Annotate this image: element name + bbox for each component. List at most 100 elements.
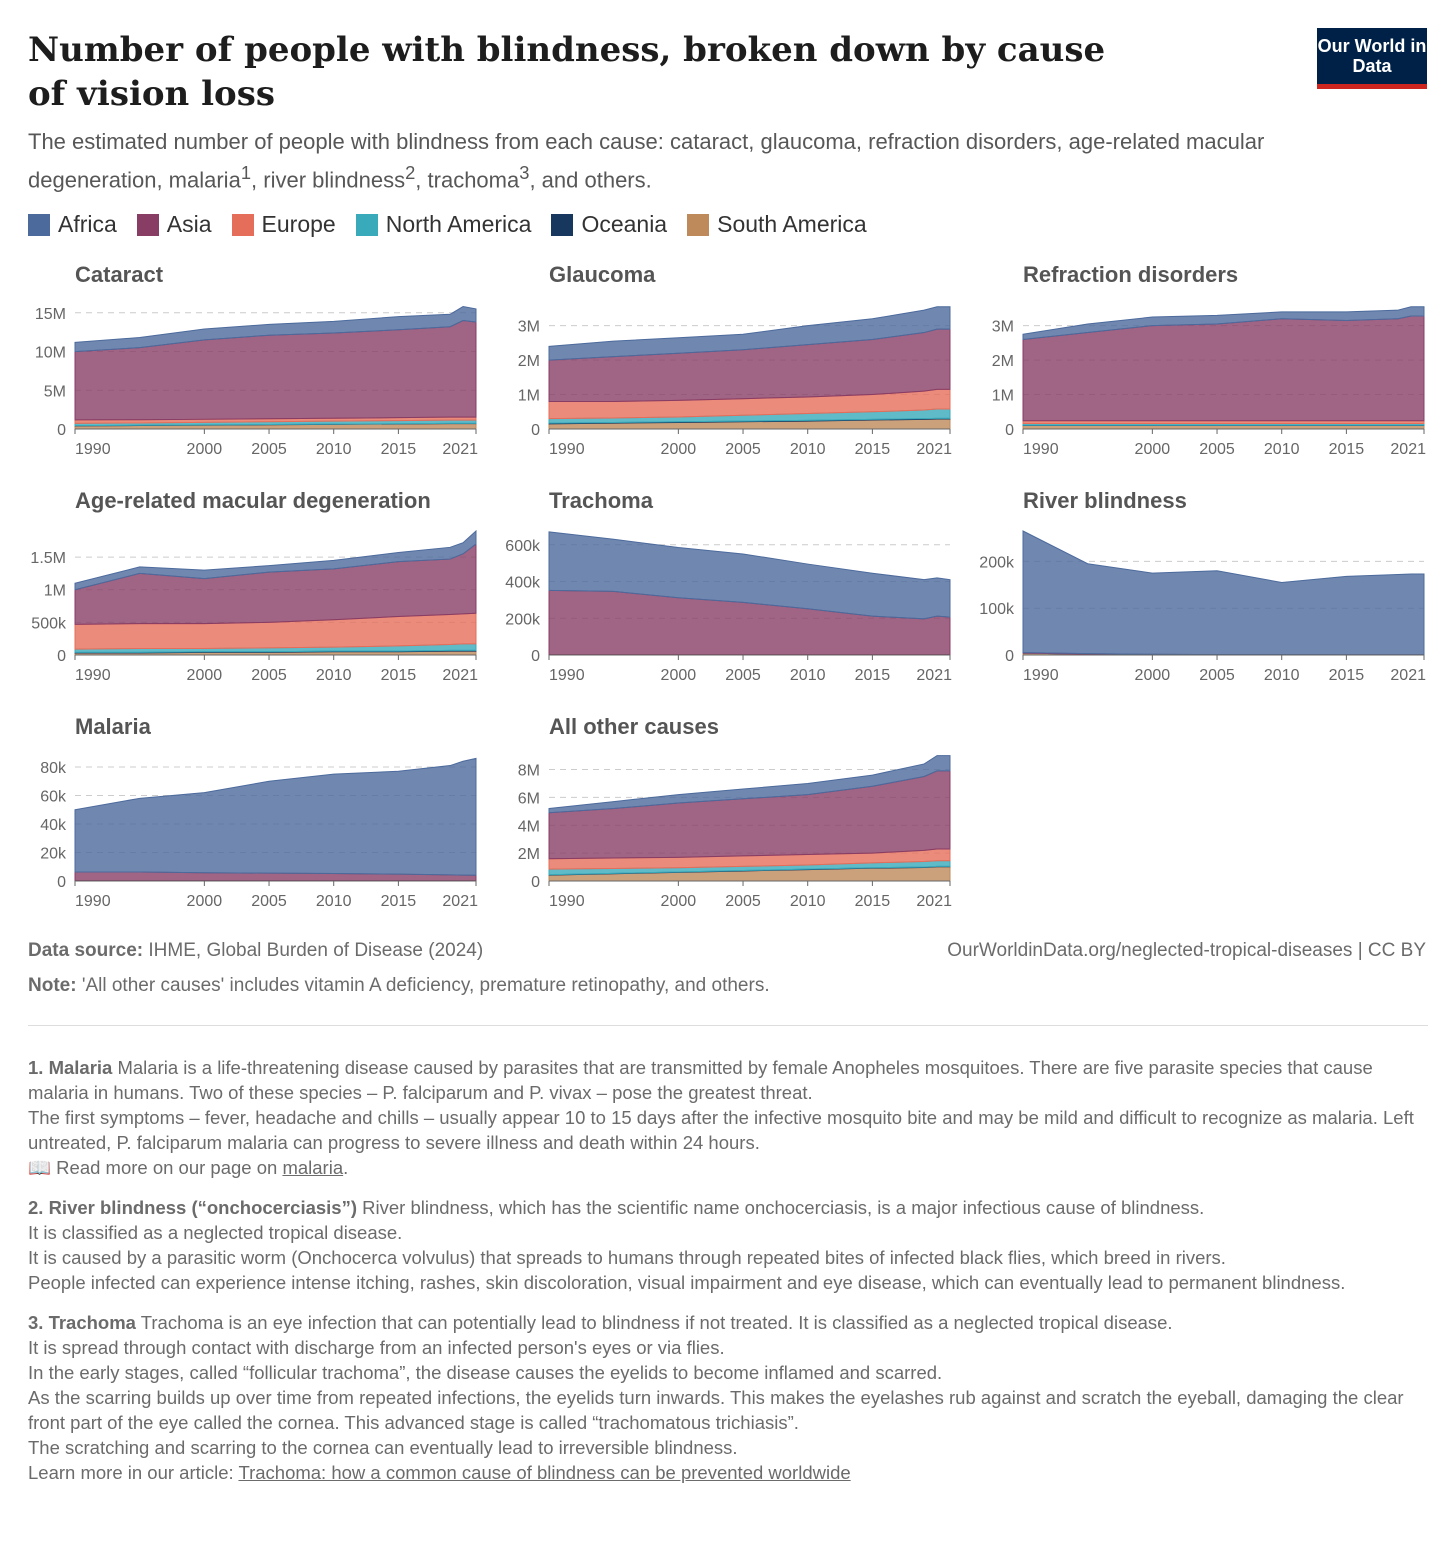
footnote-line: The scratching and scarring to the corne…: [28, 1435, 1428, 1460]
y-tick-label: 6M: [518, 790, 540, 807]
x-tick-label: 2000: [661, 893, 697, 910]
legend-label: Asia: [166, 211, 212, 237]
area-africa[interactable]: [548, 306, 951, 361]
note-text: 'All other causes' includes vitamin A de…: [81, 975, 770, 996]
x-tick-label: 2005: [725, 441, 761, 458]
area-africa[interactable]: [548, 755, 951, 814]
footnote-ref[interactable]: 1: [240, 162, 252, 183]
legend-item[interactable]: Asia: [136, 211, 212, 238]
footnote-line: The first symptoms – fever, headache and…: [28, 1105, 1428, 1155]
x-tick-label: 2010: [1264, 441, 1300, 458]
footnote-line: People infected can experience intense i…: [28, 1270, 1428, 1295]
y-tick-label: 5M: [44, 383, 66, 400]
x-tick-label: 2015: [381, 667, 417, 684]
x-tick-label: 2021: [1390, 441, 1426, 458]
y-tick-label: 2M: [518, 353, 540, 370]
legend-label: Europe: [261, 211, 336, 237]
area-africa[interactable]: [1022, 306, 1425, 341]
footnote-ref[interactable]: 2: [405, 162, 416, 183]
area-africa[interactable]: [74, 306, 477, 353]
x-tick-label: 2015: [855, 893, 891, 910]
x-tick-label: 2005: [1199, 667, 1235, 684]
footnote-link[interactable]: malaria: [282, 1157, 344, 1178]
y-tick-label: 20k: [40, 845, 67, 862]
data-source: Data source: IHME, Global Burden of Dise…: [28, 940, 483, 962]
divider: [28, 1025, 1428, 1026]
footnote-link[interactable]: Trachoma: how a common cause of blindnes…: [238, 1462, 851, 1483]
area-chart: 0 1M 2M 3M 1990 2000 2005 2010 2015 2021: [992, 306, 1426, 458]
y-tick-label: 600k: [505, 538, 541, 555]
legend-label: Africa: [58, 211, 117, 237]
area-chart: 0 200k 400k 600k 1990 2000 2005 2010 2015 2021: [505, 531, 952, 684]
x-tick-label: 2021: [916, 893, 952, 910]
link-prefix: 📖 Read more on our page on: [28, 1157, 283, 1178]
x-tick-label: 2000: [1135, 667, 1171, 684]
chart-panel: Malaria 0 20k 40k 60k 80k 1990 2000 2005 2010 2015…: [20, 714, 490, 914]
panel-title: All other causes: [549, 714, 719, 739]
link-prefix: Learn more in our article:: [28, 1462, 239, 1483]
panel-title: Cataract: [75, 262, 164, 287]
chart-panel: Refraction disorders 0 1M 2M 3M 1990 2000 2005 2…: [968, 262, 1438, 462]
y-tick-label: 4M: [518, 818, 540, 835]
owid-logo[interactable]: Our World in Data: [1317, 28, 1427, 89]
footnote-text: The first symptoms – fever, headache and…: [28, 1107, 1414, 1153]
x-tick-label: 2000: [187, 667, 223, 684]
y-tick-label: 200k: [505, 611, 541, 628]
legend-label: South America: [717, 211, 867, 237]
panel-title: Glaucoma: [549, 262, 656, 287]
subtitle-text: The estimated number of people with blin…: [28, 129, 1265, 193]
x-tick-label: 1990: [75, 441, 111, 458]
legend-item[interactable]: North America: [355, 211, 532, 238]
x-tick-label: 2021: [442, 441, 478, 458]
area-chart: 0 20k 40k 60k 80k 1990 2000 2005 2010 2015 2021: [40, 757, 478, 910]
y-tick-label: 500k: [31, 615, 67, 632]
area-africa[interactable]: [74, 757, 477, 876]
legend-item[interactable]: Africa: [28, 211, 117, 238]
x-tick-label: 2015: [381, 893, 417, 910]
source-url[interactable]: OurWorldinData.org/neglected-tropical-di…: [947, 940, 1426, 961]
footnotes: 1. Malaria Malaria is a life-threatening…: [28, 1055, 1428, 1500]
footnote-text: It is caused by a parasitic worm (Onchoc…: [28, 1247, 1226, 1268]
legend-label: North America: [385, 211, 532, 237]
legend-swatch: [687, 213, 710, 236]
x-tick-label: 1990: [549, 893, 585, 910]
area-chart: 0 100k 200k 1990 2000 2005 2010 2015 2021: [979, 530, 1426, 684]
y-tick-label: 0: [531, 422, 540, 439]
y-tick-label: 400k: [505, 575, 541, 592]
footnote-link-line: 📖 Read more on our page on malaria.: [28, 1155, 1428, 1180]
y-tick-label: 3M: [518, 319, 540, 336]
y-tick-label: 40k: [40, 817, 67, 834]
area-africa[interactable]: [1022, 530, 1425, 656]
y-tick-label: 0: [531, 648, 540, 665]
panel-title: Age-related macular degeneration: [75, 488, 431, 513]
area-africa[interactable]: [548, 531, 951, 620]
x-tick-label: 2021: [442, 667, 478, 684]
x-tick-label: 2005: [725, 893, 761, 910]
subtitle-text: , trachoma: [415, 167, 520, 193]
footnote: 2. River blindness (“onchocerciasis”) Ri…: [28, 1195, 1428, 1295]
x-tick-label: 1990: [75, 667, 111, 684]
legend-swatch: [231, 213, 254, 236]
legend-swatch: [551, 213, 574, 236]
area-africa[interactable]: [74, 529, 477, 591]
panel-title: Refraction disorders: [1023, 262, 1239, 287]
x-tick-label: 2021: [916, 441, 952, 458]
area-south-america[interactable]: [1022, 425, 1425, 430]
area-chart: 0 500k 1M 1.5M 1990 2000 2005 2010 2015 2021: [30, 529, 478, 684]
chart-panel: Trachoma 0 200k 400k 600k 1990 2000 2005 2010 201…: [494, 488, 964, 688]
footnote-line: It is caused by a parasitic worm (Onchoc…: [28, 1245, 1428, 1270]
y-tick-label: 80k: [40, 760, 67, 777]
subtitle-text: , river blindness: [251, 167, 406, 193]
footnote-ref[interactable]: 3: [519, 162, 530, 183]
x-tick-label: 1990: [549, 667, 585, 684]
x-tick-label: 2010: [316, 893, 352, 910]
legend-item[interactable]: Oceania: [551, 211, 667, 238]
legend-item[interactable]: South America: [687, 211, 867, 238]
legend-item[interactable]: Europe: [231, 211, 336, 238]
area-asia[interactable]: [548, 770, 951, 860]
y-tick-label: 3M: [992, 319, 1014, 336]
x-tick-label: 2015: [381, 441, 417, 458]
y-tick-label: 0: [57, 648, 66, 665]
source-text: IHME, Global Burden of Disease (2024): [148, 940, 484, 961]
